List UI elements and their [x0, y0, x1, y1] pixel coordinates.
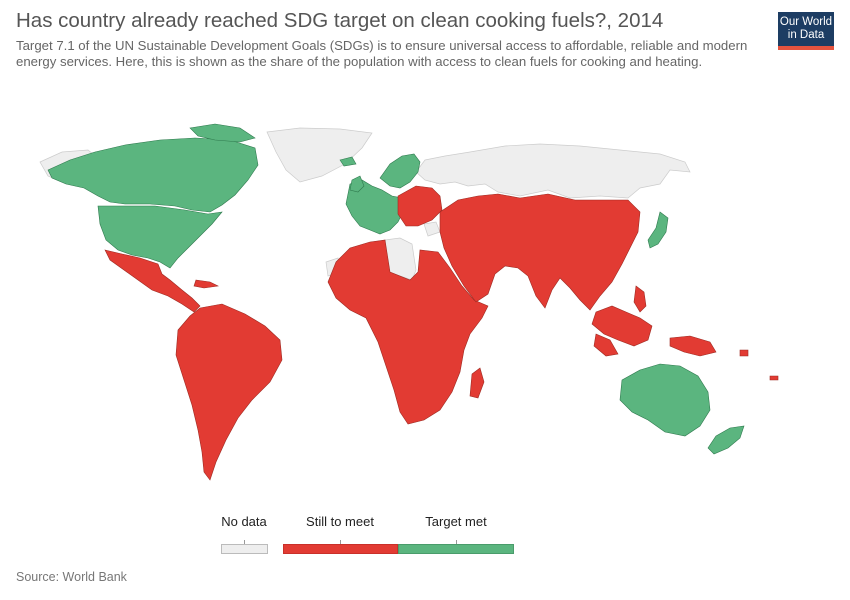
- region-greenland[interactable]: [266, 127, 373, 183]
- chart-title: Has country already reached SDG target o…: [16, 9, 664, 32]
- legend-label-target-met: Target met: [425, 514, 487, 529]
- legend-swatch-still-to-meet[interactable]: [283, 544, 398, 554]
- legend-tick-no-data: [244, 540, 245, 544]
- logo-line-2: in Data: [787, 29, 825, 41]
- region-canadian-arctic[interactable]: [189, 123, 256, 143]
- region-southeast-asia-islands[interactable]: [591, 305, 653, 347]
- target-met-regions: [47, 123, 745, 455]
- still-to-meet-regions: [104, 185, 779, 481]
- region-australia[interactable]: [619, 363, 711, 437]
- region-new-guinea[interactable]: [669, 335, 717, 357]
- legend-tick-still-to-meet: [340, 540, 341, 544]
- legend-label-no-data: No data: [221, 514, 267, 529]
- logo-line-1: Our World: [779, 16, 833, 28]
- legend-swatch-no-data[interactable]: [221, 544, 268, 554]
- chart-subtitle: Target 7.1 of the UN Sustainable Develop…: [16, 38, 748, 69]
- region-caribbean[interactable]: [193, 279, 219, 289]
- region-pacific-islands[interactable]: [739, 349, 779, 381]
- logo-accent-bar: [778, 46, 834, 50]
- region-africa[interactable]: [327, 239, 489, 425]
- legend-tick-target-met: [456, 540, 457, 544]
- region-mexico-central-america[interactable]: [104, 249, 201, 313]
- region-europe-west[interactable]: [345, 179, 405, 235]
- region-iceland[interactable]: [339, 156, 357, 167]
- legend-swatch-target-met[interactable]: [398, 544, 514, 554]
- region-new-zealand[interactable]: [707, 425, 745, 455]
- region-uk-ireland[interactable]: [349, 175, 365, 193]
- region-japan[interactable]: [647, 211, 669, 249]
- owid-logo[interactable]: Our World in Data: [778, 12, 834, 50]
- region-canada-alaska[interactable]: [47, 137, 259, 213]
- region-philippines[interactable]: [633, 285, 647, 313]
- region-south-america[interactable]: [175, 303, 283, 481]
- region-usa[interactable]: [97, 205, 223, 269]
- region-madagascar[interactable]: [469, 367, 485, 399]
- source-note: Source: World Bank: [16, 570, 127, 584]
- legend-label-still-to-meet: Still to meet: [306, 514, 374, 529]
- region-russia[interactable]: [415, 143, 691, 199]
- region-indonesia-sumatra[interactable]: [593, 333, 619, 357]
- region-middle-east-asia[interactable]: [439, 193, 641, 311]
- region-scandinavia[interactable]: [379, 153, 421, 189]
- region-eastern-europe[interactable]: [397, 185, 443, 227]
- region-greece-balkans-nodata[interactable]: [423, 221, 441, 237]
